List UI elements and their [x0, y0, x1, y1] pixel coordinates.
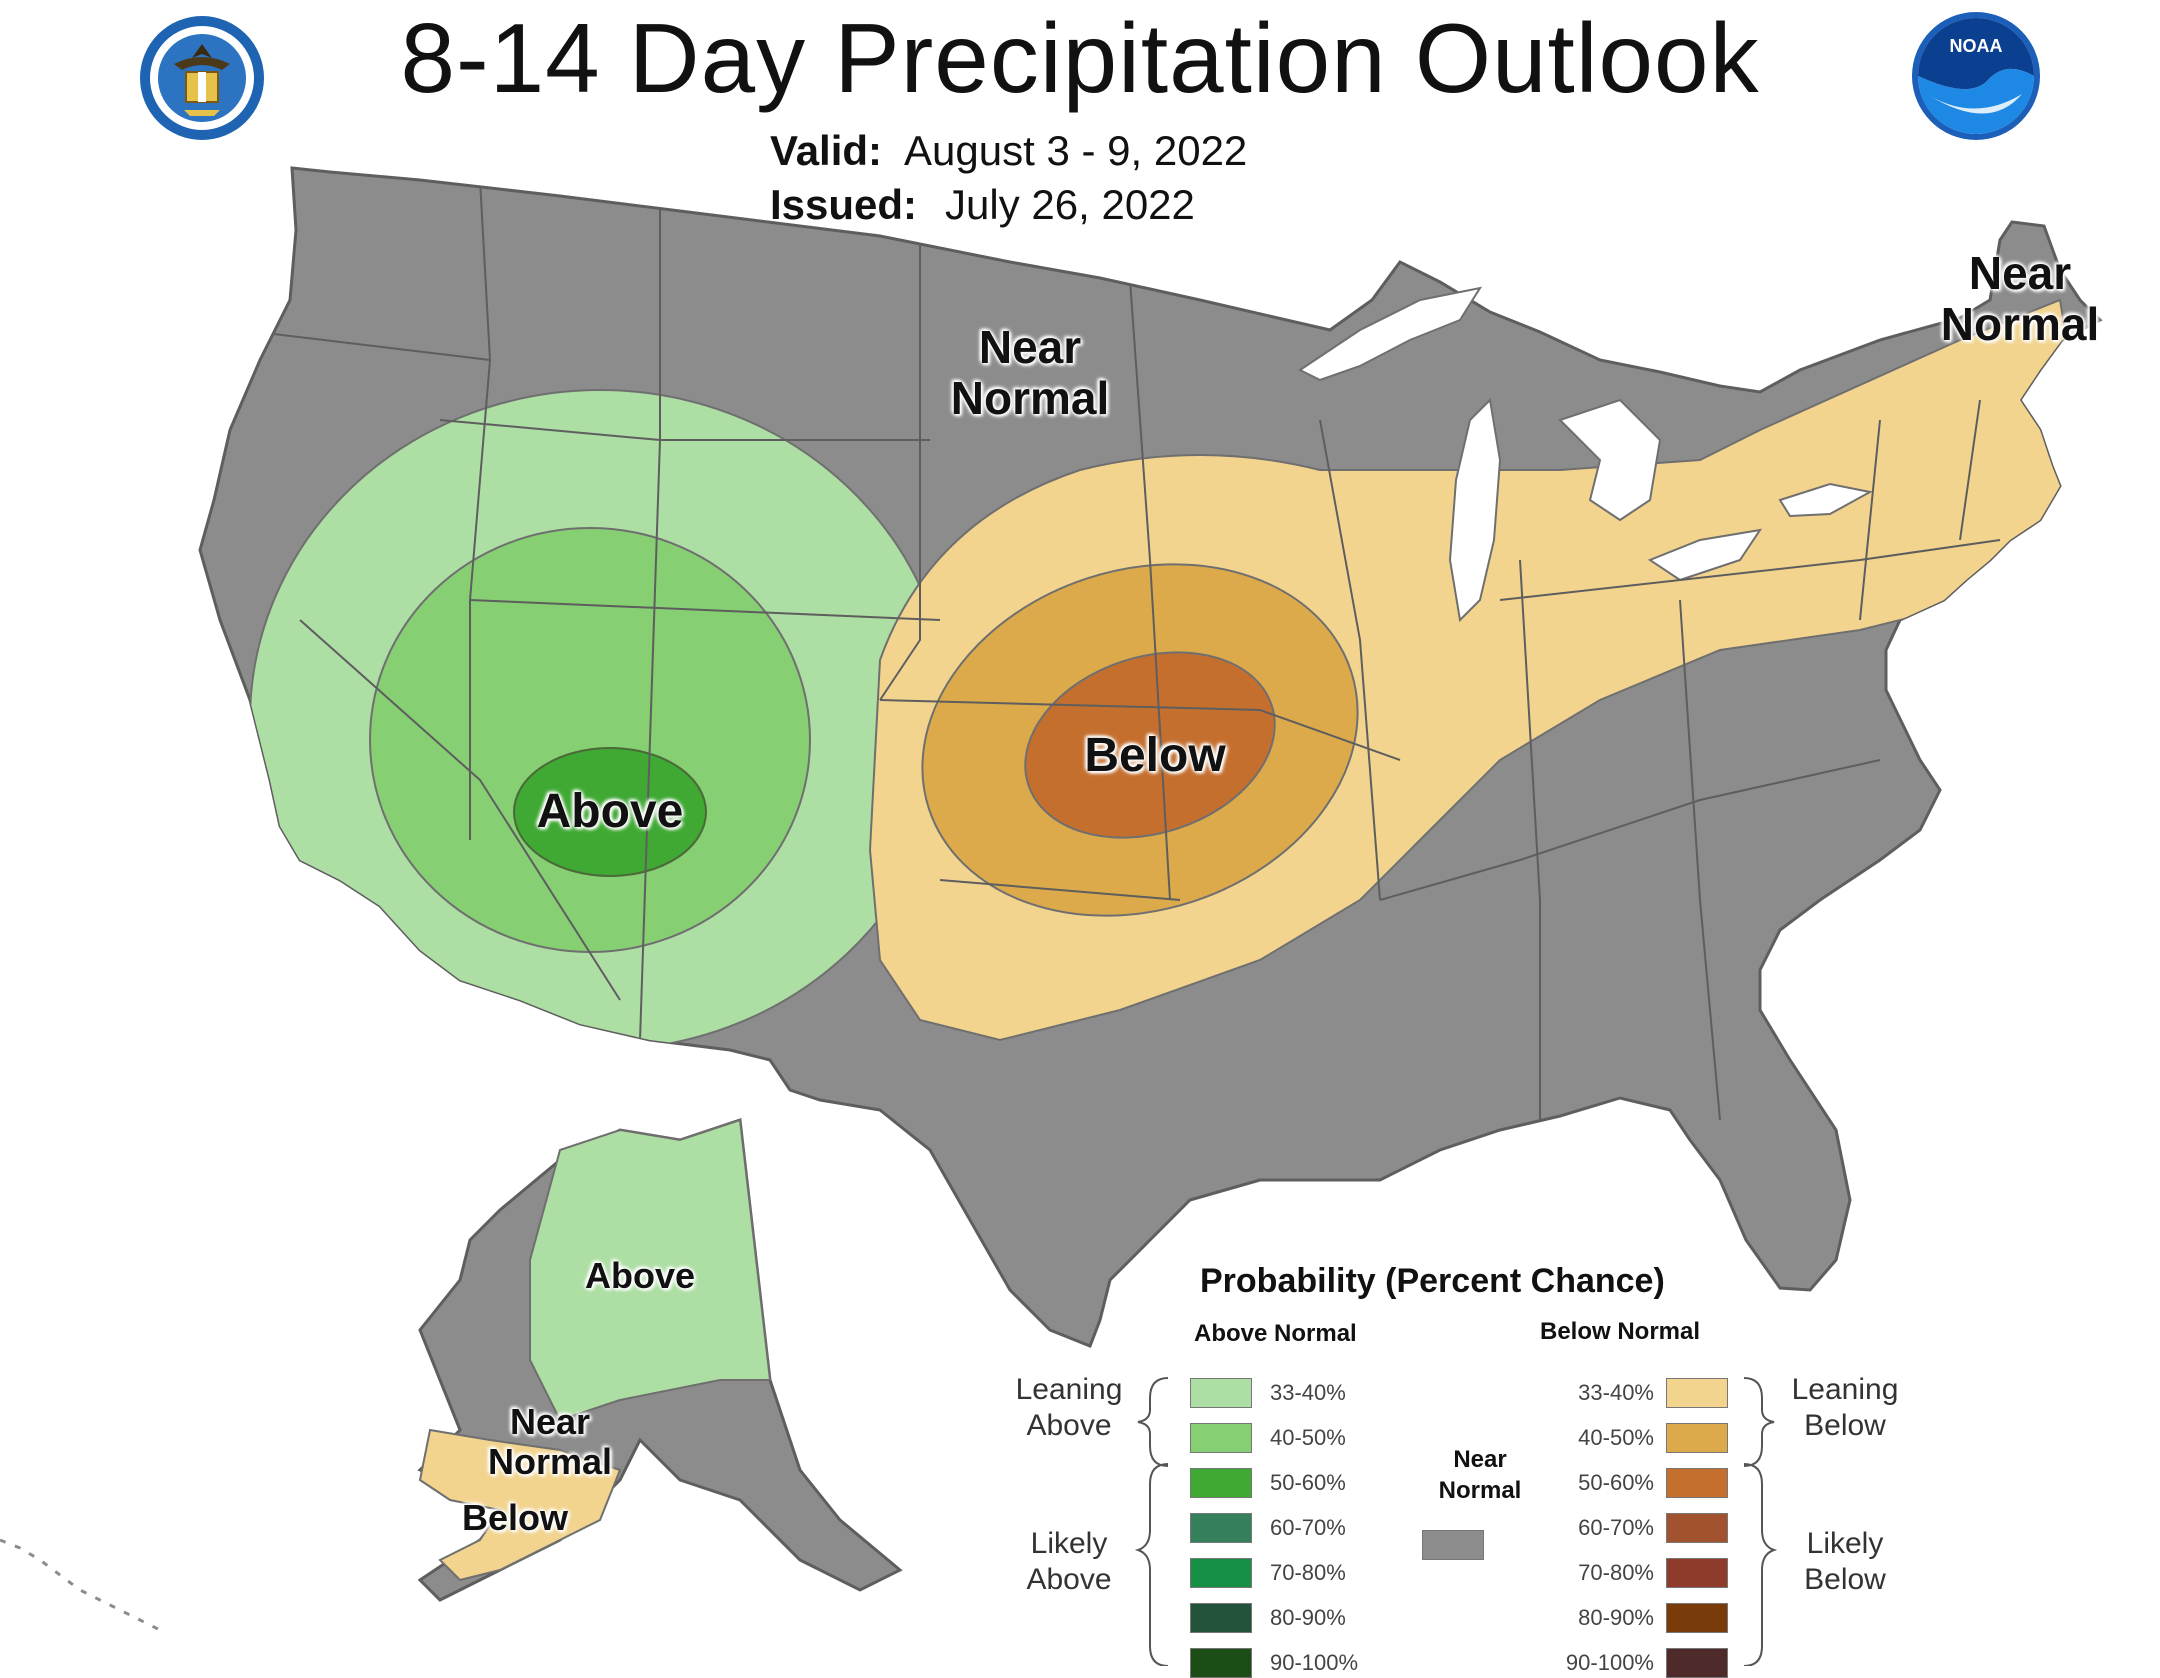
legend-below-label-5: 70-80% — [1578, 1560, 1654, 1585]
alaska-above-region — [529, 1118, 772, 1422]
legend-above-swatch-5 — [1190, 1558, 1252, 1588]
legend-below-swatch-7 — [1666, 1648, 1728, 1678]
legend-above-label-1: 33-40% — [1270, 1380, 1346, 1405]
legend-above-swatch-1 — [1190, 1378, 1252, 1408]
legend-above-label-2: 40-50% — [1270, 1425, 1346, 1450]
label-below-central: Below — [1084, 729, 1226, 782]
date-block: Valid: August 3 - 9, 2022 Issued: July 26,… — [770, 124, 1247, 232]
state-borders — [239, 179, 2001, 1160]
legend-above-label-5: 70-80% — [1270, 1560, 1346, 1585]
legend-above-swatch-2 — [1190, 1423, 1252, 1453]
lake-michigan — [1448, 397, 1502, 623]
great-lakes — [1298, 286, 1873, 623]
label-above-southwest: Above — [536, 785, 684, 838]
legend-above-label-6: 80-90% — [1270, 1605, 1346, 1630]
lake-huron — [1558, 398, 1662, 522]
label-near-normal-northeast: Near Normal — [1940, 247, 2100, 350]
legend-below-label-6: 80-90% — [1578, 1605, 1654, 1630]
lake-erie — [1647, 528, 1763, 582]
label-near-normal-north: Near Normal — [950, 321, 1110, 424]
legend-below-swatch-2 — [1666, 1423, 1728, 1453]
legend-leaning-above: Leaning Above — [1015, 1373, 1123, 1442]
lake-ontario — [1778, 482, 1873, 518]
legend-below-swatch-3 — [1666, 1468, 1728, 1498]
valid-value: August 3 - 9, 2022 — [904, 127, 1248, 174]
legend-title: Probability (Percent Chance) — [1200, 1262, 1665, 1300]
label-below-alaska: Below — [461, 1497, 568, 1538]
aleutian-islands — [0, 1538, 161, 1632]
noaa-logo-text: NOAA — [1950, 36, 2003, 56]
legend-above-label-3: 50-60% — [1270, 1470, 1346, 1495]
legend-below-swatch-4 — [1666, 1513, 1728, 1543]
noaa-logo-icon: NOAA — [1912, 12, 2040, 140]
legend-above-swatch-3 — [1190, 1468, 1252, 1498]
legend-above-swatch-6 — [1190, 1603, 1252, 1633]
legend-above-label-7: 90-100% — [1270, 1650, 1359, 1675]
legend-near-normal-swatch — [1422, 1530, 1484, 1560]
valid-label: Valid: — [770, 127, 883, 174]
legend-above-swatch-7 — [1190, 1648, 1252, 1678]
legend-below-label-4: 60-70% — [1578, 1515, 1654, 1540]
legend-near-normal-header: Near Normal — [1438, 1446, 1522, 1505]
legend-likely-below: Likely Below — [1804, 1527, 1886, 1596]
label-above-alaska: Above — [584, 1255, 696, 1296]
commerce-seal-icon — [140, 16, 264, 140]
lake-superior — [1298, 286, 1483, 382]
label-near-normal-alaska: Near Normal — [487, 1401, 613, 1482]
legend-below-label-3: 50-60% — [1578, 1470, 1654, 1495]
legend-below-label-1: 33-40% — [1578, 1380, 1654, 1405]
alaska-below-region — [418, 1428, 622, 1582]
legend-likely-above: Likely Above — [1026, 1527, 1112, 1596]
legend-above-header: Above Normal — [1194, 1320, 1357, 1347]
issued-value: July 26, 2022 — [945, 181, 1195, 228]
legend-below-swatch-6 — [1666, 1603, 1728, 1633]
legend-below-swatch-1 — [1666, 1378, 1728, 1408]
legend-leaning-below: Leaning Below — [1791, 1373, 1899, 1442]
legend-below-label-2: 40-50% — [1578, 1425, 1654, 1450]
legend-below-label-7: 90-100% — [1565, 1650, 1654, 1675]
legend-below-header: Below Normal — [1540, 1318, 1701, 1345]
above-50-60-region — [513, 747, 707, 877]
page-title: 8-14 Day Precipitation Outlook — [400, 3, 1760, 113]
below-50-60-region — [1024, 651, 1276, 839]
issued-label: Issued: — [770, 181, 918, 228]
legend-above-swatch-4 — [1190, 1513, 1252, 1543]
legend-above-label-4: 60-70% — [1270, 1515, 1346, 1540]
legend-below-swatch-5 — [1666, 1558, 1728, 1588]
